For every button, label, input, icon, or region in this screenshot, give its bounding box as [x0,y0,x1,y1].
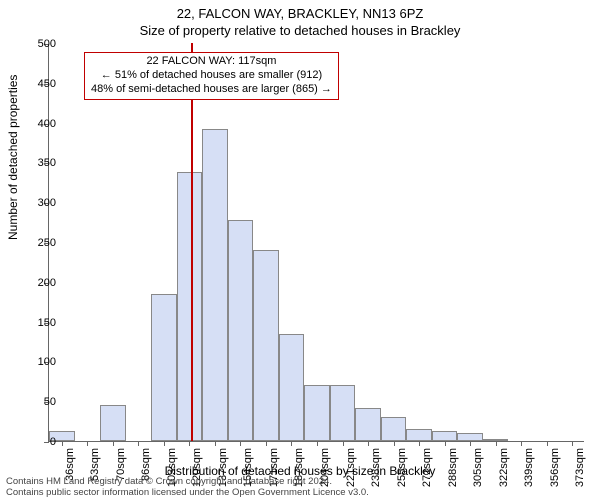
x-tick-mark [419,441,420,446]
histogram-bar [100,405,126,441]
plot-area [48,44,584,442]
histogram-bar [330,385,356,441]
x-tick-mark [164,441,165,446]
x-tick-mark [266,441,267,446]
attribution-block: Contains HM Land Registry data © Crown c… [6,477,369,498]
x-tick-mark [138,441,139,446]
y-tick-label: 300 [16,197,56,209]
y-tick-label: 0 [16,436,56,448]
chart-subtitle: Size of property relative to detached ho… [0,23,600,38]
subject-marker-line [191,43,193,441]
x-tick-mark [215,441,216,446]
histogram-bar [177,172,203,441]
y-tick-label: 100 [16,356,56,368]
y-tick-label: 500 [16,38,56,50]
x-tick-mark [343,441,344,446]
y-tick-label: 150 [16,317,56,329]
x-tick-mark [572,441,573,446]
histogram-bar [381,417,407,441]
x-tick-mark [547,441,548,446]
histogram-bar [406,429,432,441]
histogram-bar [253,250,279,441]
attribution-line-2: Contains public sector information licen… [6,488,369,498]
histogram-bar [355,408,381,441]
address-title: 22, FALCON WAY, BRACKLEY, NN13 6PZ [0,6,600,21]
attribution-line-1: Contains HM Land Registry data © Crown c… [6,477,369,487]
x-tick-mark [291,441,292,446]
y-tick-label: 450 [16,78,56,90]
x-tick-mark [317,441,318,446]
y-tick-label: 200 [16,277,56,289]
histogram-bar [151,294,177,441]
y-tick-label: 350 [16,157,56,169]
y-tick-label: 400 [16,118,56,130]
x-tick-mark [240,441,241,446]
title-block: 22, FALCON WAY, BRACKLEY, NN13 6PZ Size … [0,0,600,38]
x-tick-mark [189,441,190,446]
y-tick-label: 50 [16,396,56,408]
annotation-box: 22 FALCON WAY: 117sqm ← 51% of detached … [84,52,339,100]
histogram-bar [228,220,254,441]
annotation-line-2: ← 51% of detached houses are smaller (91… [91,69,332,83]
x-tick-mark [62,441,63,446]
x-tick-mark [470,441,471,446]
histogram-bar [202,129,228,441]
x-tick-mark [113,441,114,446]
histogram-bar [457,433,483,441]
x-tick-mark [496,441,497,446]
histogram-bar [279,334,305,441]
x-tick-mark [87,441,88,446]
annotation-line-1: 22 FALCON WAY: 117sqm [91,55,332,69]
annotation-line-3: 48% of semi-detached houses are larger (… [91,83,332,97]
x-tick-mark [368,441,369,446]
chart-area: 22 FALCON WAY: 117sqm ← 51% of detached … [48,44,584,442]
x-tick-mark [394,441,395,446]
x-tick-mark [445,441,446,446]
histogram-bar [432,431,458,441]
histogram-bar [304,385,330,441]
x-tick-mark [521,441,522,446]
y-tick-label: 250 [16,237,56,249]
